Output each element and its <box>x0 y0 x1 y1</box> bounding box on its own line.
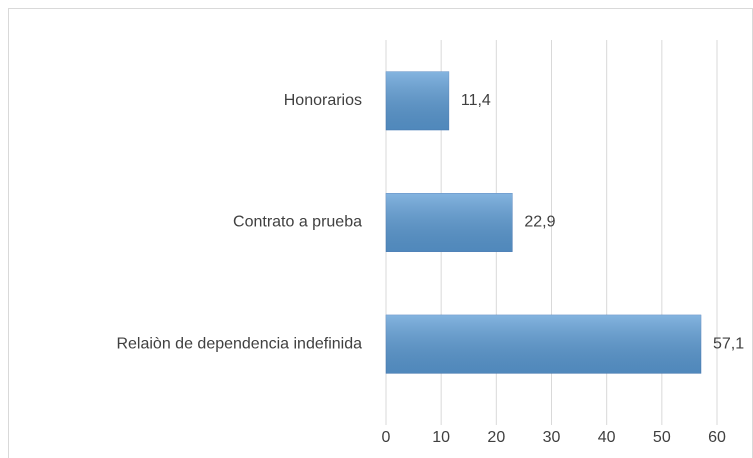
bar <box>385 193 513 252</box>
x-tick-label: 30 <box>543 429 561 446</box>
x-tick-label: 10 <box>432 429 450 446</box>
value-label: 57,1 <box>713 335 744 352</box>
x-tick-label: 60 <box>708 429 726 446</box>
value-label: 22,9 <box>524 214 555 231</box>
y-tick-label: Relaiòn de dependencia indefinida <box>116 335 362 352</box>
bar <box>385 71 450 131</box>
value-label: 11,4 <box>461 92 491 109</box>
chart-border <box>8 8 753 458</box>
y-tick-label: Honorarios <box>284 92 362 109</box>
bar <box>385 314 702 374</box>
y-tick-label: Contrato a prueba <box>233 214 362 231</box>
x-tick-label: 40 <box>598 429 616 446</box>
x-tick-label: 50 <box>653 429 671 446</box>
x-tick-label: 20 <box>487 429 505 446</box>
x-tick-label: 0 <box>382 429 391 446</box>
